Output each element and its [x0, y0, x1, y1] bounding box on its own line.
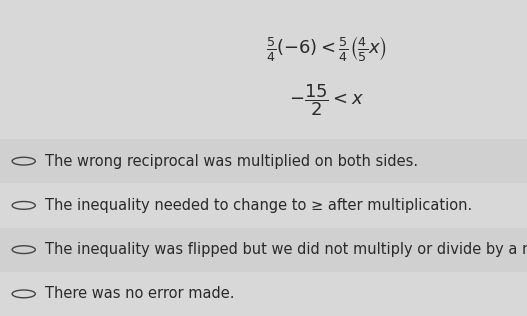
Text: The wrong reciprocal was multiplied on both sides.: The wrong reciprocal was multiplied on b… [45, 154, 418, 169]
Text: $-\dfrac{15}{2} < x$: $-\dfrac{15}{2} < x$ [289, 82, 364, 118]
Text: The inequality was flipped but we did not multiply or divide by a negative numbe: The inequality was flipped but we did no… [45, 242, 527, 257]
FancyBboxPatch shape [0, 139, 527, 183]
FancyBboxPatch shape [0, 272, 527, 316]
Text: There was no error made.: There was no error made. [45, 286, 235, 301]
FancyBboxPatch shape [0, 228, 527, 272]
FancyBboxPatch shape [0, 183, 527, 228]
Text: The inequality needed to change to ≥ after multiplication.: The inequality needed to change to ≥ aft… [45, 198, 472, 213]
Text: $\frac{5}{4}(-6) < \frac{5}{4}\left(\frac{4}{5}x\right)$: $\frac{5}{4}(-6) < \frac{5}{4}\left(\fra… [266, 34, 387, 63]
